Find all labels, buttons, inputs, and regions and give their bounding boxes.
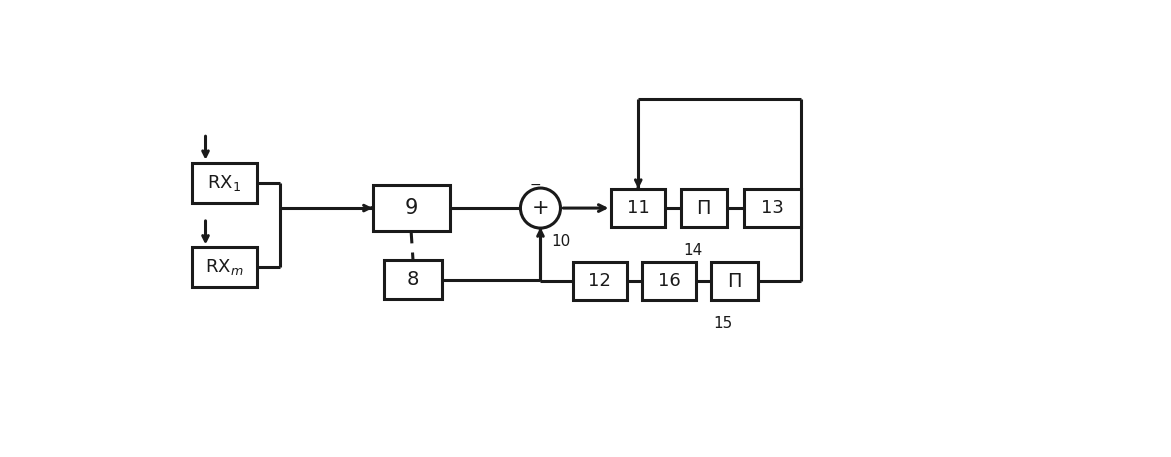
FancyBboxPatch shape	[192, 247, 258, 287]
FancyBboxPatch shape	[712, 262, 758, 300]
FancyBboxPatch shape	[642, 262, 696, 300]
Text: 15: 15	[713, 316, 733, 331]
Text: 8: 8	[406, 270, 419, 289]
Text: Π: Π	[697, 199, 711, 218]
Text: 9: 9	[404, 198, 418, 218]
Text: 16: 16	[658, 272, 680, 290]
Text: Π: Π	[727, 272, 741, 291]
Text: 10: 10	[552, 234, 570, 249]
FancyBboxPatch shape	[192, 163, 258, 203]
Text: 13: 13	[761, 199, 785, 217]
FancyBboxPatch shape	[611, 189, 665, 227]
FancyBboxPatch shape	[372, 185, 450, 231]
Text: −: −	[530, 178, 542, 192]
Text: 14: 14	[683, 244, 703, 259]
FancyBboxPatch shape	[384, 260, 441, 299]
FancyBboxPatch shape	[680, 189, 727, 227]
Text: RX$_1$: RX$_1$	[207, 173, 241, 193]
FancyBboxPatch shape	[573, 262, 626, 300]
Text: +: +	[532, 198, 549, 218]
Text: 11: 11	[626, 199, 650, 217]
Text: 12: 12	[588, 272, 611, 290]
Text: RX$_m$: RX$_m$	[205, 257, 244, 277]
FancyBboxPatch shape	[744, 189, 801, 227]
